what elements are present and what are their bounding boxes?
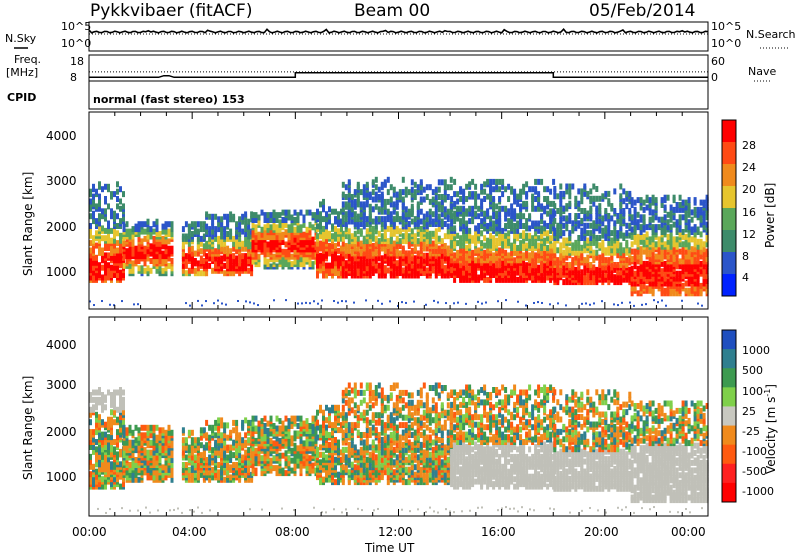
power-ylabel: Slant Range [km] [22, 172, 34, 276]
noise-sky-label: N.Sky [5, 33, 36, 44]
velocity-cb-label: Velocity [m s-1] [764, 384, 777, 474]
power-cb-tick-28: 28 [742, 140, 756, 151]
xtick-0000-start: 00:00 [72, 526, 107, 538]
power-colorbar [722, 120, 736, 297]
velocity-ytick-1000: 1000 [46, 471, 77, 483]
xtick-0000-end: 00:00 [671, 526, 706, 538]
power-cb-tick-24: 24 [742, 162, 756, 173]
cpid-text: normal (fast stereo) 153 [93, 94, 245, 105]
power-cb-tick-20: 20 [742, 184, 756, 195]
velocity-scatter [89, 383, 709, 514]
velocity-ylabel: Slant Range [km] [22, 376, 34, 480]
date-title: 05/Feb/2014 [589, 3, 695, 20]
velocity-cb-tick-100: 100 [742, 386, 763, 397]
noise-right-tick-top: 10^5 [711, 21, 741, 32]
xaxis-label: Time UT [365, 542, 414, 554]
noise-search-label: N.Search [746, 29, 796, 40]
noise-left-tick-bottom: 10^0 [61, 38, 91, 49]
velocity-ytick-2000: 2000 [46, 426, 77, 438]
station-title: Pykkvibaer (fitACF) [90, 3, 252, 20]
velocity-colorbar [722, 330, 736, 503]
beam-title: Beam 00 [354, 3, 430, 20]
noise-panel-frame [89, 22, 708, 51]
xtick-0400: 04:00 [172, 526, 207, 538]
freq-label: Freq. [14, 54, 41, 65]
freq-line [89, 73, 708, 78]
power-cb-tick-4: 4 [742, 272, 749, 283]
velocity-cb-tick-neg1000: -1000 [742, 486, 774, 497]
velocity-ytick-4000: 4000 [46, 339, 77, 351]
nave-tick-top: 60 [711, 56, 725, 67]
power-ytick-4000: 4000 [46, 130, 77, 142]
power-ytick-2000: 2000 [46, 221, 77, 233]
power-ytick-1000: 1000 [46, 266, 77, 278]
noise-left-tick-top: 10^5 [61, 21, 91, 32]
xtick-1200: 12:00 [378, 526, 413, 538]
xtick-0800: 08:00 [275, 526, 310, 538]
nave-label: Nave [748, 66, 776, 77]
power-cb-tick-12: 12 [742, 229, 756, 240]
nave-tick-bottom: 0 [711, 72, 718, 83]
velocity-cb-tick-500: 500 [742, 365, 763, 376]
freq-unit-label: [MHz] [6, 67, 38, 78]
freq-tick-top: 18 [70, 56, 84, 67]
power-ytick-3000: 3000 [46, 175, 77, 187]
noise-right-tick-bottom: 10^0 [711, 38, 741, 49]
noise-sky-line [89, 29, 708, 33]
power-cb-label: Power [dB] [764, 183, 776, 248]
velocity-cb-tick-neg25: -25 [742, 426, 760, 437]
velocity-ytick-3000: 3000 [46, 379, 77, 391]
xtick-2000: 20:00 [584, 526, 619, 538]
velocity-cb-tick-1000: 1000 [742, 345, 770, 356]
power-scatter [89, 177, 709, 307]
cpid-label: CPID [7, 92, 36, 103]
power-cb-tick-8: 8 [742, 251, 749, 262]
xtick-1600: 16:00 [481, 526, 516, 538]
freq-tick-bottom: 8 [70, 72, 77, 83]
power-cb-tick-16: 16 [742, 207, 756, 218]
velocity-cb-tick-25: 25 [742, 406, 756, 417]
